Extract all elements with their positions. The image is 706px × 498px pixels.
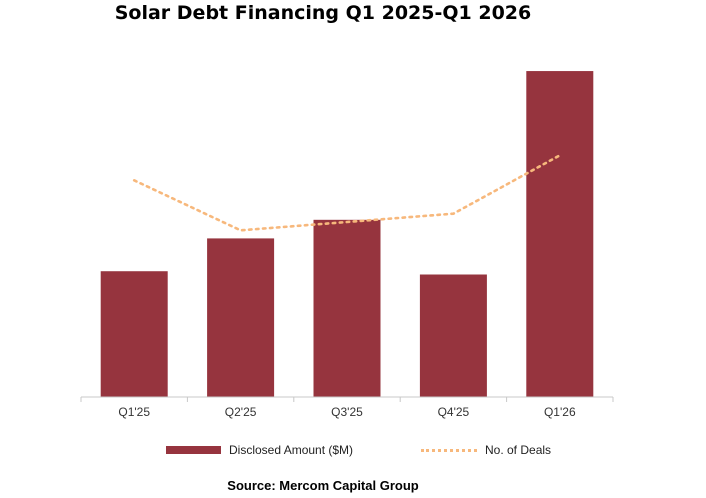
legend-swatch-amount — [166, 446, 221, 454]
x-tick-label-4: Q1'26 — [544, 405, 576, 419]
x-tick-label-2: Q3'25 — [331, 405, 363, 419]
chart-title: Solar Debt Financing Q1 2025-Q1 2026 — [114, 2, 532, 24]
legend-item-deals: No. of Deals — [421, 443, 551, 457]
bar-0 — [100, 271, 168, 397]
bar-4 — [526, 71, 594, 397]
chart-plot-area: Q1'25 Q2'25 Q3'25 Q4'25 Q1'26 — [80, 71, 614, 419]
chart-legend: Disclosed Amount ($M) No. of Deals — [0, 443, 706, 461]
legend-label-deals: No. of Deals — [485, 443, 552, 457]
bar-3 — [419, 274, 487, 397]
x-tick-label-3: Q4'25 — [438, 405, 470, 419]
legend-label-amount: Disclosed Amount ($M) — [229, 443, 354, 457]
legend-item-amount: Disclosed Amount ($M) — [166, 443, 353, 457]
deals-line — [132, 154, 562, 232]
chart-source: Source: Mercom Capital Group — [227, 478, 419, 493]
bar-2 — [313, 219, 381, 397]
x-tick-label-0: Q1'25 — [118, 405, 150, 419]
x-tick-label-1: Q2'25 — [225, 405, 257, 419]
bar-1 — [207, 238, 275, 397]
legend-swatch-deals — [421, 448, 477, 452]
